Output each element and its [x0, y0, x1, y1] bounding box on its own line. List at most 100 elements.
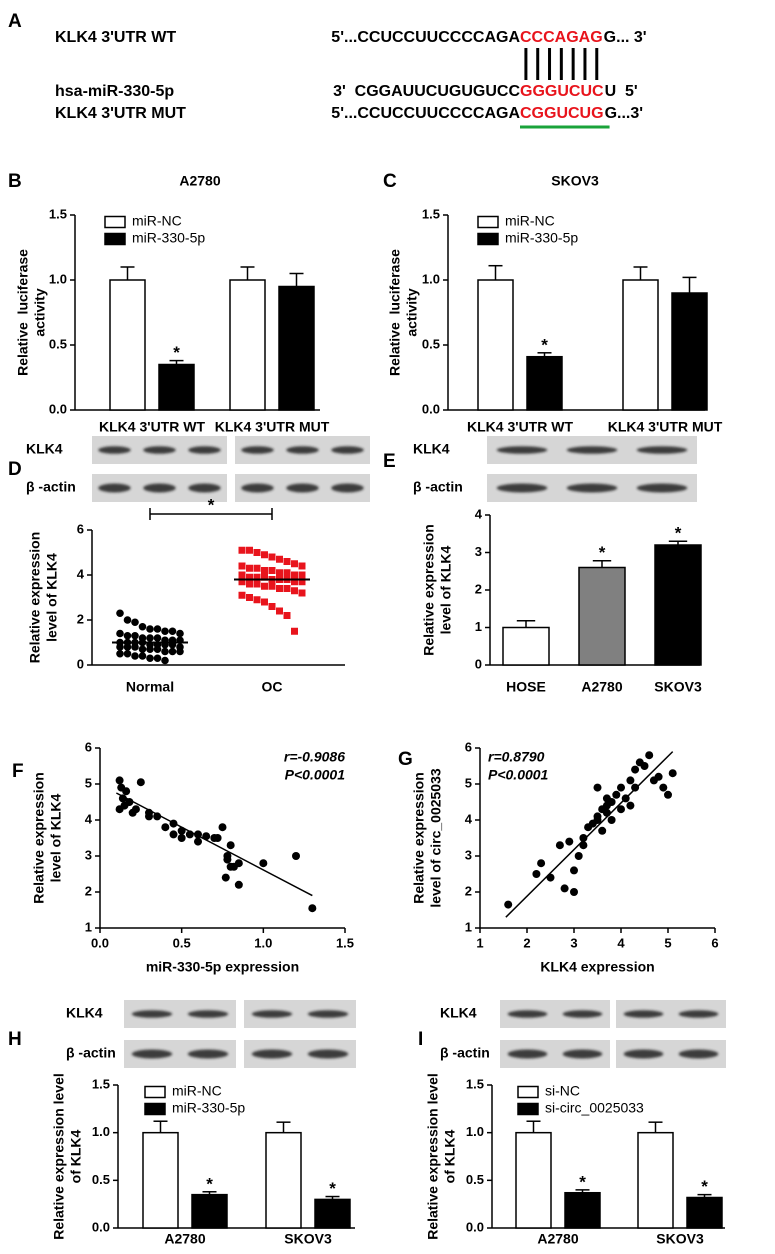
y-tick-label: 0.5 — [422, 336, 440, 351]
legend-label: miR-330-5p — [132, 230, 205, 246]
data-point — [234, 859, 243, 868]
data-point — [291, 587, 298, 595]
x-tick-label: 5 — [664, 935, 671, 950]
data-point — [626, 776, 635, 785]
significance-mark: * — [541, 335, 548, 354]
data-point — [253, 580, 261, 588]
data-point — [504, 900, 513, 909]
y-tick-label: 3 — [465, 847, 472, 862]
data-point — [138, 645, 147, 654]
data-point — [261, 551, 268, 559]
blot-band — [496, 446, 548, 454]
bar — [578, 566, 626, 666]
x-tick-label: A2780 — [164, 1231, 205, 1247]
y-tick-label: 0 — [475, 656, 482, 671]
legend-swatch — [144, 1085, 166, 1099]
data-point — [253, 564, 261, 572]
data-point — [161, 647, 169, 656]
y-tick-label: 0.0 — [92, 1219, 110, 1234]
y-tick-label: 6 — [77, 521, 84, 536]
chart-title: A2780 — [179, 173, 220, 189]
sequence-match: GGGUCUC — [520, 83, 604, 100]
blot-band — [331, 483, 364, 493]
legend-swatch — [104, 215, 126, 229]
statistic: P<0.0001 — [285, 767, 346, 783]
data-point — [261, 573, 268, 581]
data-point — [146, 634, 154, 642]
y-tick-label: 0.5 — [49, 336, 67, 351]
blot-band — [98, 483, 131, 493]
y-tick-label: 4 — [475, 506, 483, 521]
significance-mark: * — [599, 543, 606, 562]
sequence-suffix: U 5' — [605, 83, 638, 100]
blot-band — [241, 446, 274, 454]
bar — [526, 355, 563, 411]
y-tick-label: 1.5 — [92, 1076, 110, 1091]
data-point — [168, 647, 177, 656]
y-tick-label: 1.5 — [422, 206, 440, 221]
x-tick-label: 0.5 — [173, 935, 191, 950]
data-point — [607, 816, 616, 824]
data-point — [138, 652, 147, 660]
data-point — [246, 546, 253, 554]
x-tick-label: 0.0 — [91, 935, 109, 950]
bar — [142, 1131, 179, 1229]
chart-title: SKOV3 — [551, 173, 599, 189]
data-point — [226, 862, 235, 871]
legend-swatch — [517, 1085, 539, 1099]
blot-band — [623, 1049, 664, 1059]
significance-mark: * — [329, 1179, 336, 1198]
x-tick-label: 1.0 — [254, 935, 272, 950]
x-tick-label: 3 — [570, 935, 577, 950]
x-tick-label: HOSE — [506, 679, 546, 695]
data-point — [268, 603, 276, 610]
x-tick-label: 6 — [711, 935, 718, 950]
data-point — [246, 573, 253, 581]
bar — [686, 1196, 723, 1229]
data-point — [276, 585, 283, 592]
y-tick-label: 5 — [465, 775, 472, 790]
data-point — [259, 859, 268, 868]
y-axis-label: level of KLK4 — [48, 793, 64, 882]
data-point — [654, 772, 663, 781]
data-point — [612, 790, 621, 799]
blot-band — [143, 446, 176, 454]
fit-line — [115, 792, 313, 897]
data-point — [579, 834, 588, 842]
data-point — [238, 571, 246, 579]
data-point — [161, 823, 170, 832]
data-point — [234, 880, 243, 889]
x-tick-label: KLK4 3'UTR MUT — [608, 419, 723, 435]
sequence-name: KLK4 3'UTR MUT — [55, 105, 186, 122]
data-point — [146, 625, 154, 633]
blot-label: KLK4 — [440, 1005, 477, 1021]
data-point — [664, 790, 672, 799]
data-point — [246, 564, 253, 572]
panel-letter: G — [398, 749, 413, 770]
blot-band — [678, 1049, 719, 1059]
y-tick-label: 4 — [465, 811, 473, 826]
legend-label: miR-330-5p — [505, 230, 578, 246]
data-point — [276, 607, 283, 615]
blot-band — [507, 1049, 548, 1059]
data-point — [131, 631, 139, 640]
y-axis-label: level of KLK4 — [44, 553, 60, 642]
x-tick-label: KLK4 3'UTR WT — [99, 419, 205, 435]
bar — [622, 279, 659, 411]
x-tick-label: KLK4 3'UTR MUT — [215, 419, 330, 435]
blot-band — [566, 483, 618, 493]
data-point — [221, 873, 230, 882]
bar — [265, 1131, 302, 1229]
bar — [109, 279, 146, 411]
y-tick-label: 1.0 — [422, 271, 440, 286]
data-point — [598, 826, 607, 835]
y-tick-label: 0.5 — [466, 1172, 484, 1187]
legend-swatch — [477, 232, 499, 246]
y-tick-label: 1.0 — [466, 1124, 484, 1139]
data-point — [123, 649, 132, 658]
data-point — [308, 904, 317, 913]
statistic: P<0.0001 — [488, 767, 549, 783]
panel-letter: I — [418, 1029, 423, 1050]
x-tick-label: KLK4 3'UTR WT — [467, 419, 573, 435]
